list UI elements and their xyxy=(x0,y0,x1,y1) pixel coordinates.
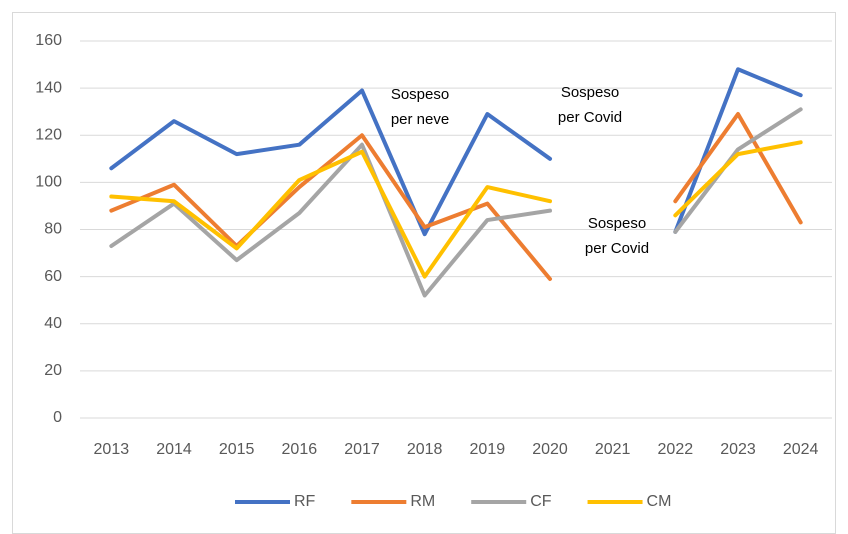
x-tick-label: 2023 xyxy=(720,441,756,458)
x-tick-label: 2015 xyxy=(219,441,255,458)
y-tick-label: 20 xyxy=(44,362,62,379)
legend-label: CM xyxy=(647,493,672,510)
x-tick-label: 2016 xyxy=(282,441,318,458)
series-line xyxy=(109,112,803,281)
y-tick-label: 120 xyxy=(35,126,62,143)
y-tick-label: 40 xyxy=(44,315,62,332)
annotation: per Covid xyxy=(585,240,649,257)
y-tick-label: 140 xyxy=(35,79,62,96)
x-tick-label: 2024 xyxy=(783,441,819,458)
x-tick-label: 2014 xyxy=(156,441,192,458)
annotation: Sospeso xyxy=(391,86,449,103)
x-tick-label: 2018 xyxy=(407,441,443,458)
x-tick-label: 2013 xyxy=(94,441,130,458)
x-tick-label: 2020 xyxy=(532,441,568,458)
x-tick-label: 2022 xyxy=(658,441,694,458)
annotation: per Covid xyxy=(558,109,622,126)
legend-label: RF xyxy=(294,493,316,510)
annotation: Sospeso xyxy=(561,84,619,101)
annotation: per neve xyxy=(391,111,449,128)
x-tick-label: 2019 xyxy=(470,441,506,458)
y-tick-label: 80 xyxy=(44,221,62,238)
x-tick-label: 2017 xyxy=(344,441,380,458)
y-tick-label: 60 xyxy=(44,268,62,285)
legend-label: CF xyxy=(530,493,552,510)
y-tick-label: 0 xyxy=(53,409,62,426)
series-line xyxy=(109,107,803,298)
y-tick-label: 100 xyxy=(35,174,62,191)
x-tick-label: 2021 xyxy=(595,441,631,458)
legend-label: RM xyxy=(410,493,435,510)
annotation: Sospeso xyxy=(588,215,646,232)
series-line xyxy=(109,140,803,279)
series-line xyxy=(109,67,803,237)
y-tick-label: 160 xyxy=(35,32,62,49)
